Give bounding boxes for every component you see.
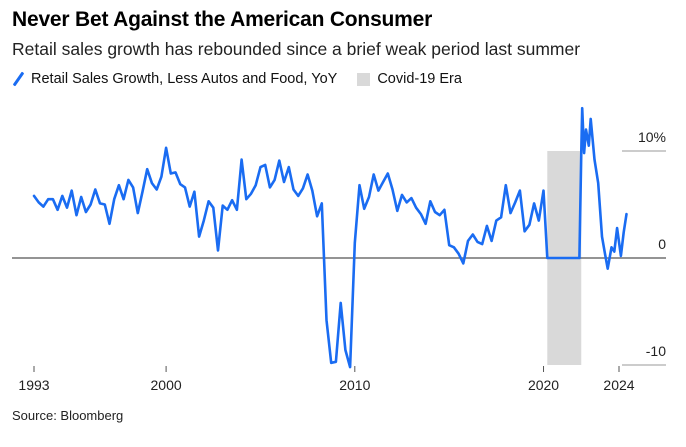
chart-title: Never Bet Against the American Consumer — [12, 8, 433, 31]
legend-label-covid: Covid-19 Era — [377, 71, 462, 87]
x-tick-label: 2010 — [339, 377, 370, 393]
legend-item-covid: Covid-19 Era — [357, 71, 462, 87]
legend-label-series: Retail Sales Growth, Less Autos and Food… — [31, 71, 338, 87]
legend-item-series: Retail Sales Growth, Less Autos and Food… — [12, 71, 337, 87]
legend: Retail Sales Growth, Less Autos and Food… — [12, 68, 482, 90]
x-tick-label: 1993 — [18, 377, 49, 393]
y-tick-label: -10 — [646, 343, 666, 359]
source-note: Source: Bloomberg — [12, 408, 124, 423]
x-tick-label: 2020 — [528, 377, 559, 393]
legend-shade-swatch — [357, 72, 371, 86]
x-tick-label: 2000 — [151, 377, 182, 393]
y-tick-label: 10% — [638, 129, 666, 145]
y-tick-label: 0 — [658, 236, 666, 252]
chart-subtitle: Retail sales growth has rebounded since … — [12, 39, 581, 59]
series-line-retail-sales — [32, 106, 628, 369]
x-tick-label: 2024 — [603, 377, 634, 393]
